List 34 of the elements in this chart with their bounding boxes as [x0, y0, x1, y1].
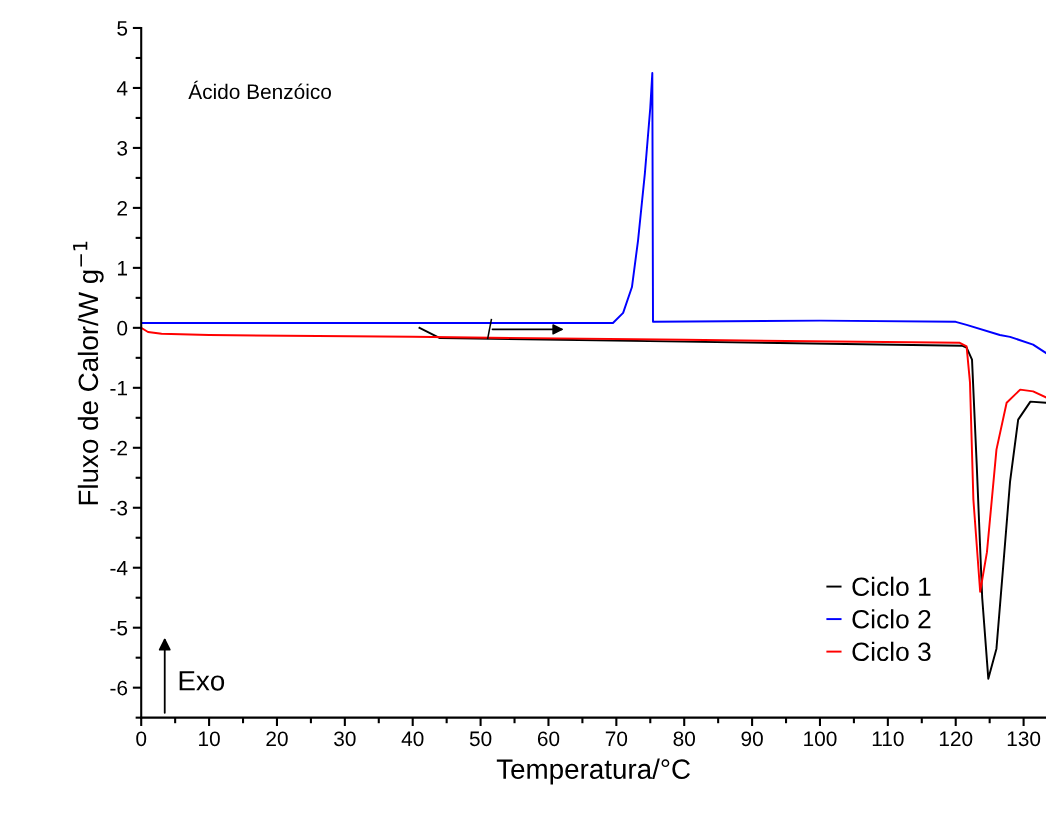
y-tick-label: 4	[116, 81, 128, 96]
legend-label: Ciclo 2	[852, 609, 931, 629]
y-axis-title: Fluxo de Calor/W g$^{−1}$	[73, 241, 104, 505]
x-tick-label: 50	[469, 731, 492, 747]
x-tick-label: 20	[266, 731, 288, 747]
x-tick-label: 40	[401, 731, 424, 747]
y-tick-label: 5	[117, 21, 128, 36]
x-tick-label: 0	[136, 731, 147, 747]
x-axis-title: Temperatura/°C	[496, 758, 690, 785]
y-tick-label: -3	[110, 500, 128, 516]
x-tick-label: 60	[537, 731, 560, 747]
annotation: Exo	[179, 671, 225, 691]
x-tick-label: 130	[1007, 731, 1041, 747]
y-tick-label: -4	[110, 560, 128, 576]
y-tick-label: 0	[117, 320, 128, 336]
x-tick-label: 90	[741, 731, 763, 747]
line-series	[141, 71, 1046, 354]
y-tick-label: -2	[110, 440, 127, 456]
x-tick-label: 70	[605, 731, 628, 747]
y-tick-label: 2	[117, 200, 127, 216]
y-tick-label: -5	[110, 620, 128, 636]
x-tick-label: 80	[673, 731, 695, 747]
y-tick-label: -6	[110, 680, 128, 696]
x-tick-label: 120	[939, 731, 973, 747]
x-tick-label: 100	[804, 731, 837, 747]
legend-label: Ciclo 1	[852, 576, 931, 597]
y-tick-label: 3	[117, 140, 128, 156]
y-tick-label: 1	[118, 261, 127, 276]
x-tick-label: 30	[334, 731, 356, 747]
x-tick-label: 110	[872, 731, 904, 747]
y-tick-label: -1	[110, 381, 127, 396]
x-tick-label: 10	[199, 731, 220, 747]
legend-label: Ciclo 3	[852, 641, 931, 662]
annotation: Ácido Benzóico	[188, 80, 331, 100]
